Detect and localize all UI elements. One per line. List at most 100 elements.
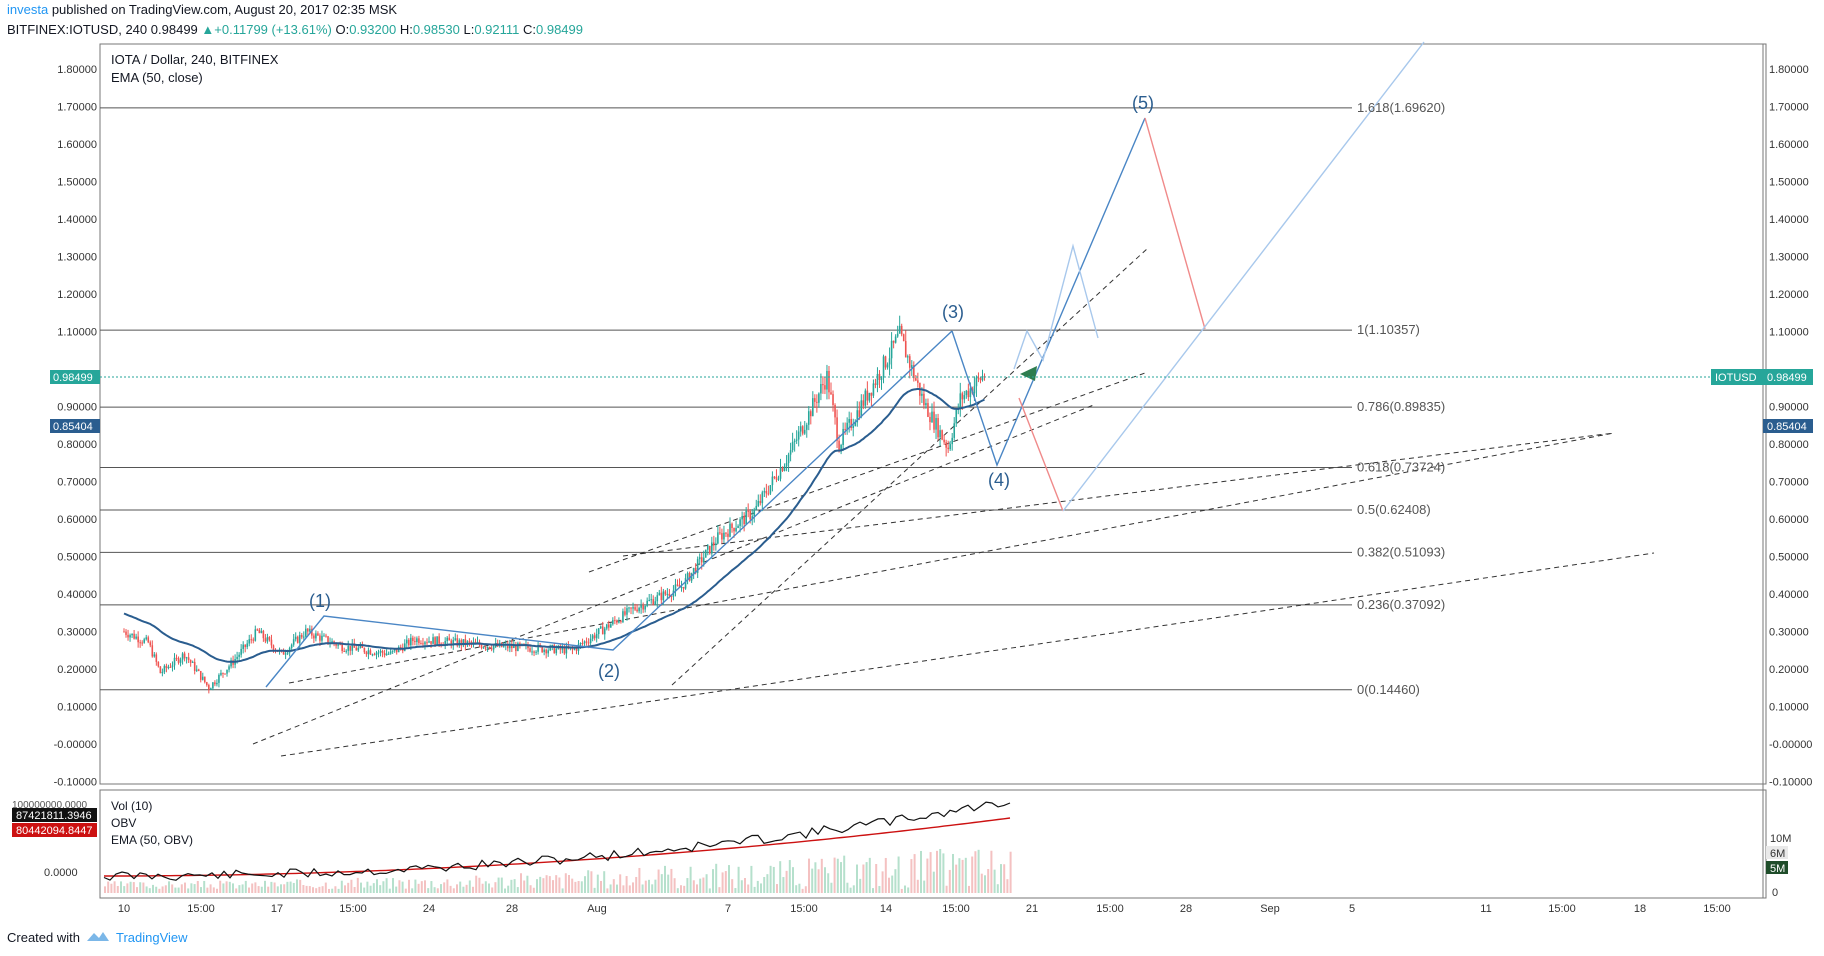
volume-bar — [321, 886, 324, 893]
candle-body — [702, 557, 705, 563]
volume-bar — [475, 875, 478, 893]
author-link[interactable]: investa — [7, 2, 49, 17]
volume-bar — [257, 886, 260, 893]
candle-body — [807, 411, 810, 425]
low-value: 0.92111 — [474, 22, 520, 37]
tradingview-link[interactable]: TradingView — [115, 930, 188, 945]
y-tick-left: 1.40000 — [57, 214, 97, 226]
volume-bar — [222, 883, 225, 893]
fib-label: 0.382(0.51093) — [1357, 544, 1445, 559]
candle-body — [650, 599, 653, 601]
ohlc-line: BITFINEX:IOTUSD, 240 0.98499 ▲+0.11799 (… — [7, 22, 583, 37]
created-with: Created with — [7, 930, 80, 945]
volume-bar — [785, 870, 788, 893]
volume-bar — [513, 879, 516, 893]
x-tick-label: 24 — [423, 903, 435, 915]
volume-bar — [766, 874, 769, 893]
volume-bar — [433, 887, 436, 893]
candle-body — [745, 510, 747, 525]
x-tick-label: Sep — [1260, 903, 1280, 915]
volume-bar — [612, 879, 615, 893]
volume-bar — [276, 886, 279, 893]
volume-pane-frame — [99, 789, 1767, 899]
candle-body — [805, 424, 808, 430]
candle-body — [878, 373, 881, 380]
ema-obv-badge-bg — [12, 823, 97, 837]
volume-bar — [881, 871, 884, 893]
candle-body — [163, 665, 166, 672]
wave-label: (2) — [598, 661, 620, 681]
volume-bar — [260, 886, 263, 893]
volume-bar — [945, 885, 948, 893]
candle-body — [264, 638, 267, 642]
volume-bar — [702, 877, 705, 893]
candle-body — [173, 657, 176, 666]
volume-bar — [158, 888, 161, 893]
volume-bar — [603, 871, 606, 893]
y-tick-right: 1.80000 — [1769, 64, 1809, 76]
y-tick-right: 1.70000 — [1769, 102, 1809, 114]
volume-bar — [219, 880, 222, 893]
volume-bar — [913, 854, 916, 893]
volume-bar — [648, 879, 650, 893]
candle-body — [161, 671, 164, 674]
candle-body — [286, 652, 289, 654]
main-pane-frame — [99, 43, 1767, 785]
volume-bar — [344, 885, 346, 893]
volume-bar — [824, 867, 826, 893]
wave-label: (4) — [988, 470, 1010, 490]
candle-body — [153, 654, 156, 657]
volume-bar — [292, 882, 295, 893]
candle-body — [311, 628, 313, 636]
candle-body — [430, 641, 432, 644]
candle-body — [652, 599, 655, 605]
candle-body — [335, 643, 337, 646]
volume-bar — [446, 879, 449, 893]
vol-6m-tick: 6M — [1770, 848, 1785, 860]
y-tick-left: 1.60000 — [57, 139, 97, 151]
volume-bar — [1009, 851, 1012, 893]
candle-body — [541, 646, 543, 653]
candle-body — [561, 647, 564, 650]
candle-body — [452, 640, 455, 646]
candle-body — [749, 511, 751, 520]
candle-body — [979, 378, 982, 381]
open-value: 0.93200 — [349, 22, 397, 37]
y-tick-left: 0.30000 — [57, 627, 97, 639]
candle-body — [531, 651, 533, 653]
candle-body — [735, 528, 737, 532]
y-tick-left: -0.10000 — [54, 777, 97, 789]
candle-body — [723, 532, 725, 540]
volume-bars — [103, 801, 1012, 893]
y-tick-right: 0.40000 — [1769, 589, 1809, 601]
volume-bar — [948, 869, 951, 893]
candle-body — [828, 370, 830, 393]
volume-bar — [750, 865, 753, 893]
candle-body — [363, 648, 366, 653]
volume-bar — [379, 885, 382, 893]
volume-bar — [984, 875, 986, 893]
volume-bar — [107, 881, 110, 893]
candle-body — [197, 669, 200, 672]
volume-bar — [555, 875, 558, 893]
volume-bar — [116, 885, 119, 893]
volume-bar — [782, 877, 785, 893]
volume-bar — [177, 887, 180, 893]
volume-bar — [430, 881, 433, 893]
volume-bar — [196, 880, 199, 893]
candle-body — [937, 418, 939, 438]
candle-body — [872, 383, 875, 396]
x-tick-label: 15:00 — [1703, 903, 1731, 915]
volume-bar — [385, 878, 388, 893]
vol-legend: Vol (10) — [111, 799, 152, 813]
candle-body — [882, 356, 885, 377]
candle-body — [339, 644, 341, 646]
candle-body — [713, 542, 715, 546]
candle-body — [159, 666, 162, 674]
candle-body — [741, 516, 743, 520]
candle-body — [325, 635, 327, 637]
volume-bar — [417, 883, 420, 893]
volume-bar — [376, 879, 378, 893]
candle-body — [199, 671, 202, 680]
